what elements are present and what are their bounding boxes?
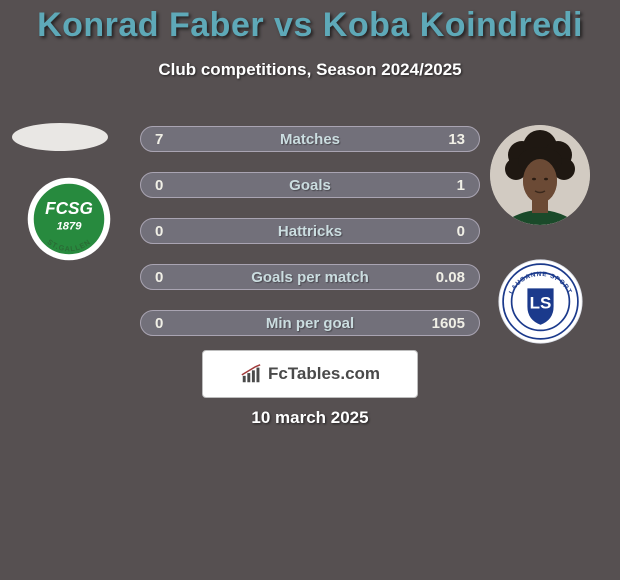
fctables-attribution: FcTables.com [202, 350, 418, 398]
page-title: Konrad Faber vs Koba Koindredi [0, 6, 620, 45]
stat-value-left: 7 [155, 131, 195, 148]
stat-row: 0Hattricks0 [140, 218, 480, 244]
stat-label: Min per goal [195, 315, 425, 332]
chart-icon [240, 363, 262, 385]
fctables-text: FcTables.com [268, 364, 380, 384]
lausanne-badge-icon: LSLAUSANNE SPORT [498, 259, 583, 344]
stat-value-right: 1 [425, 177, 465, 194]
stat-value-left: 0 [155, 269, 195, 286]
comparison-card: Konrad Faber vs Koba Koindredi Club comp… [0, 0, 620, 580]
stat-value-left: 0 [155, 177, 195, 194]
stat-row: 0Goals1 [140, 172, 480, 198]
player2-team-badge: LSLAUSANNE SPORT [498, 259, 583, 344]
stat-value-left: 0 [155, 315, 195, 332]
date-text: 10 march 2025 [0, 408, 620, 428]
stat-label: Hattricks [195, 223, 425, 240]
stat-label: Goals per match [195, 269, 425, 286]
svg-text:LS: LS [530, 293, 552, 312]
stat-row: 0Goals per match0.08 [140, 264, 480, 290]
stat-row: 0Min per goal1605 [140, 310, 480, 336]
stat-value-right: 0 [425, 223, 465, 240]
svg-text:FCSG: FCSG [45, 198, 93, 218]
stat-value-right: 13 [425, 131, 465, 148]
player2-face-icon [490, 125, 590, 225]
stat-label: Goals [195, 177, 425, 194]
stat-label: Matches [195, 131, 425, 148]
player1-photo [12, 123, 108, 151]
stat-value-right: 1605 [425, 315, 465, 332]
fcsg-badge-icon: FCSG1879ST.GALLEN [26, 176, 112, 262]
player1-team-badge: FCSG1879ST.GALLEN [26, 176, 112, 262]
stat-row: 7Matches13 [140, 126, 480, 152]
player2-photo [490, 125, 590, 225]
svg-text:1879: 1879 [57, 220, 83, 232]
stat-value-right: 0.08 [425, 269, 465, 286]
stat-value-left: 0 [155, 223, 195, 240]
page-subtitle: Club competitions, Season 2024/2025 [0, 60, 620, 80]
